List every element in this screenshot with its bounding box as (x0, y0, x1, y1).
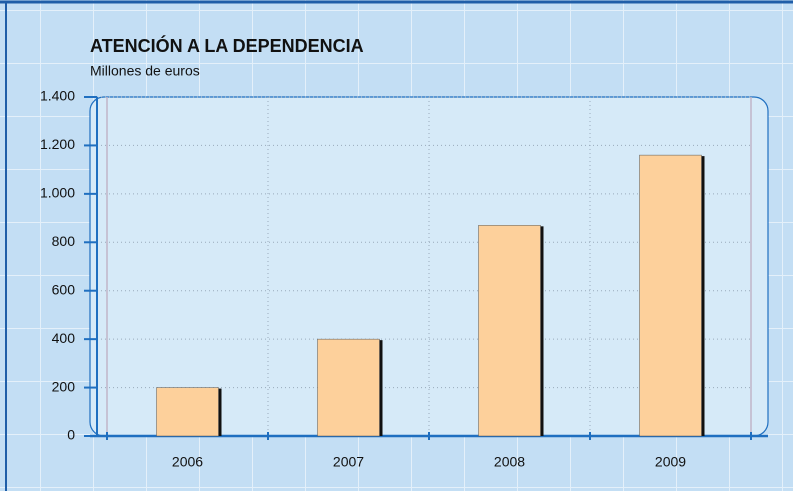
y-tick-label: 1.000 (40, 185, 75, 201)
bar-shadow (218, 388, 222, 436)
bar-shadow (701, 156, 705, 436)
bar-shadow (540, 226, 544, 436)
chart-title: ATENCIÓN A LA DEPENDENCIA (90, 35, 364, 56)
y-tick-label: 0 (67, 427, 75, 443)
bar (156, 387, 219, 437)
x-tick-label: 2007 (333, 454, 364, 470)
bar (639, 154, 702, 437)
bar-shadow (379, 340, 383, 436)
y-tick-label: 200 (52, 378, 76, 394)
y-tick-label: 1.200 (40, 136, 75, 152)
marks: 0 200 400 600 800 1.000 1.200 1.400 2006 2007 2008… (40, 88, 768, 470)
y-tick-label: 600 (52, 281, 76, 297)
x-tick-label: 2006 (172, 454, 203, 470)
x-tick-label: 2008 (494, 454, 525, 470)
y-tick-label: 1.400 (40, 88, 75, 104)
x-tick-label: 2009 (655, 454, 686, 470)
bar (478, 225, 541, 437)
chart-subtitle: Millones de euros (90, 63, 200, 79)
bar (317, 338, 380, 437)
y-tick-label: 800 (52, 233, 76, 249)
y-tick-label: 400 (52, 330, 76, 346)
